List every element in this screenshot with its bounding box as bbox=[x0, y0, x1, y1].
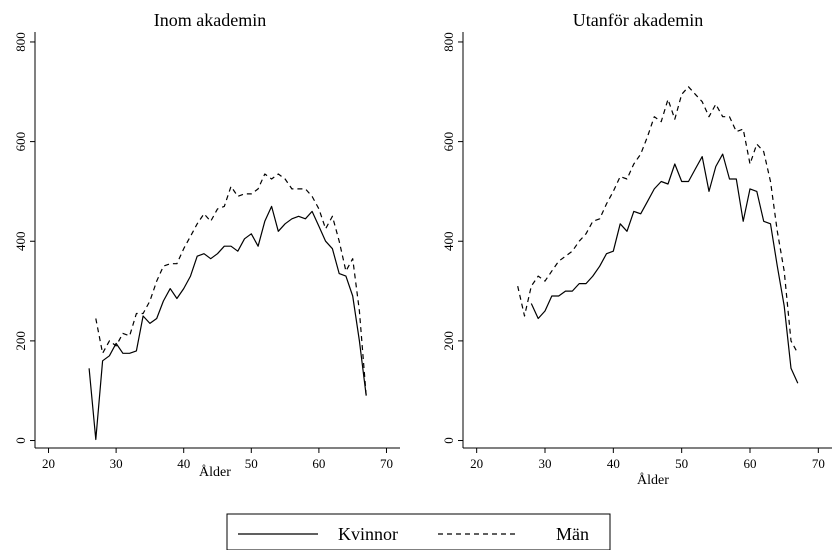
x-tick-label: 50 bbox=[245, 456, 258, 471]
y-tick-label: 800 bbox=[441, 32, 456, 52]
plot-axes: 0 200 400 600 800 20 30 40 50 60 70 bbox=[441, 32, 832, 471]
chart-title: Utanför akademin bbox=[573, 10, 703, 30]
x-tick-label: 60 bbox=[744, 456, 757, 471]
legend-label-man: Män bbox=[556, 524, 589, 544]
x-tick-label: 20 bbox=[42, 456, 55, 471]
y-tick-label: 400 bbox=[441, 231, 456, 251]
y-tick-label: 0 bbox=[441, 437, 456, 444]
plot-lines bbox=[517, 86, 799, 384]
series-line-man bbox=[95, 173, 367, 396]
plot-lines bbox=[88, 173, 367, 441]
x-tick-label: 30 bbox=[110, 456, 123, 471]
plot-axes: 0 200 400 600 800 20 30 40 50 60 70 bbox=[13, 32, 400, 471]
x-tick-label: 60 bbox=[312, 456, 325, 471]
legend-box bbox=[226, 513, 611, 550]
x-tick-label: 40 bbox=[607, 456, 620, 471]
panel-utanfor-akademin: Utanför akademin 0 200 400 600 800 20 30 40 50 60… bbox=[441, 10, 832, 488]
chart-title: Inom akademin bbox=[154, 10, 266, 30]
x-axis-label: Ålder bbox=[637, 472, 669, 488]
y-tick-label: 200 bbox=[13, 331, 28, 351]
y-tick-label: 800 bbox=[13, 32, 28, 52]
x-tick-label: 70 bbox=[812, 456, 825, 471]
y-tick-label: 600 bbox=[13, 132, 28, 152]
x-axis-label: Ålder bbox=[199, 464, 231, 480]
x-tick-label: 70 bbox=[380, 456, 393, 471]
legend: Kvinnor Män bbox=[226, 513, 611, 550]
x-tick-label: 50 bbox=[675, 456, 688, 471]
x-tick-label: 20 bbox=[470, 456, 483, 471]
legend-label-kvinnor: Kvinnor bbox=[338, 524, 398, 544]
y-tick-label: 0 bbox=[13, 437, 28, 444]
y-tick-label: 600 bbox=[441, 132, 456, 152]
y-tick-label: 400 bbox=[13, 231, 28, 251]
x-tick-label: 40 bbox=[177, 456, 190, 471]
x-tick-label: 30 bbox=[539, 456, 552, 471]
y-tick-label: 200 bbox=[441, 331, 456, 351]
series-line-man bbox=[517, 86, 799, 354]
series-line-kvinnor bbox=[88, 205, 367, 441]
series-line-kvinnor bbox=[530, 153, 799, 384]
